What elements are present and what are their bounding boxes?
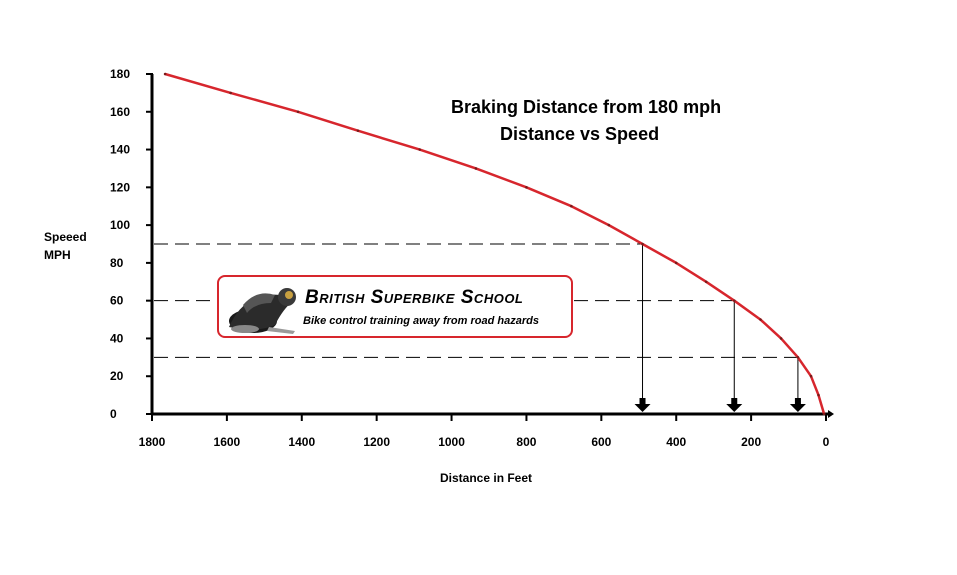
braking-curve-point (822, 412, 826, 416)
logo-school-name: British Superbike School (305, 287, 523, 309)
british-superbike-school-logo: British Superbike School Bike control tr… (217, 275, 573, 338)
braking-curve-point (796, 356, 800, 359)
x-tick-label: 1000 (438, 435, 465, 449)
y-axis-title-line2: MPH (44, 248, 71, 262)
down-arrow-icon (726, 398, 743, 412)
down-arrow-icon (789, 398, 806, 412)
y-tick-label: 100 (110, 218, 130, 232)
y-tick-label: 60 (110, 294, 124, 308)
y-tick-label: 140 (110, 143, 130, 157)
braking-curve-point (474, 167, 478, 170)
y-tick-label: 80 (110, 256, 124, 270)
braking-curve-point (759, 318, 762, 321)
braking-curve-point (809, 374, 813, 378)
y-tick-label: 120 (110, 180, 130, 194)
series-layer (163, 72, 826, 416)
motorcycle-rider-icon (229, 288, 296, 334)
braking-curve-point (674, 261, 678, 265)
braking-curve-point (607, 223, 611, 227)
x-tick-label: 0 (823, 435, 830, 449)
x-tick-label: 1200 (363, 435, 390, 449)
x-tick-label: 800 (516, 435, 536, 449)
braking-curve-point (732, 299, 736, 302)
braking-curve-point (229, 91, 232, 95)
chart-title: Braking Distance from 180 mph (451, 97, 721, 117)
x-axis-end-marker (828, 410, 834, 418)
x-tick-label: 1800 (139, 435, 166, 449)
braking-curve-point (163, 72, 167, 76)
y-tick-label: 160 (110, 105, 130, 119)
x-tick-label: 200 (741, 435, 761, 449)
y-axis-title-line1: Speeed (44, 230, 87, 244)
braking-curve-point (525, 186, 528, 189)
braking-curve-point (418, 148, 422, 151)
braking-curve-point (570, 204, 573, 208)
arrows-layer (634, 398, 806, 412)
braking-curve-point (296, 110, 300, 114)
logo-name-second: Superbike School (370, 287, 524, 308)
axes-layer (150, 74, 832, 416)
x-axis-title: Distance in Feet (440, 471, 532, 485)
braking-curve-point (356, 129, 360, 132)
logo-tagline: Bike control training away from road haz… (303, 315, 539, 327)
chart-subtitle: Distance vs Speed (500, 124, 659, 144)
braking-curve-point (704, 280, 708, 284)
y-tick-label: 40 (110, 331, 124, 345)
x-tick-label: 600 (591, 435, 611, 449)
logo-name-first: British (305, 287, 365, 308)
x-tick-label: 400 (666, 435, 686, 449)
x-tick-label: 1600 (214, 435, 241, 449)
y-tick-label: 0 (110, 407, 117, 421)
braking-curve-point (817, 393, 820, 397)
y-tick-label: 20 (110, 369, 124, 383)
braking-curve-point (779, 337, 783, 340)
down-arrow-icon (634, 398, 651, 412)
y-tick-label: 180 (110, 67, 130, 81)
x-tick-label: 1400 (288, 435, 315, 449)
braking-curve-point (641, 242, 644, 246)
